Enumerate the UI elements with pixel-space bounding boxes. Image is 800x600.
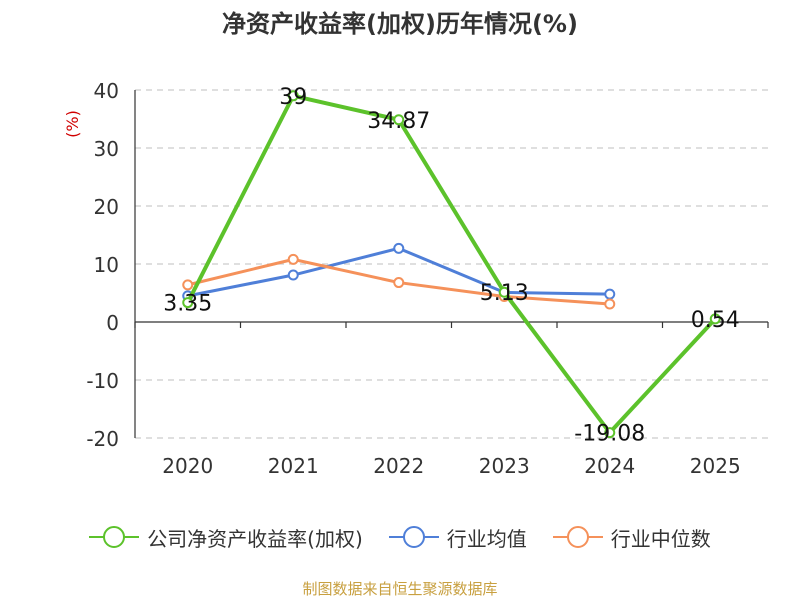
data-point — [287, 253, 299, 265]
x-tick-label: 2023 — [479, 454, 530, 478]
axes: 40 30 20 10 0 -10 -20 (%) 2020 2021 2022 2023 2024 20… — [63, 79, 769, 478]
data-label: 5.13 — [480, 281, 529, 306]
y-axis-label: (%) — [63, 110, 82, 138]
data-point — [498, 286, 510, 298]
y-tick-label: 0 — [106, 311, 119, 335]
legend-item-company[interactable]: 公司净资产收益率(加权) — [89, 523, 363, 552]
data-point — [604, 288, 616, 300]
source-note: 制图数据来自恒生聚源数据库 — [302, 580, 498, 598]
data-label: 34.87 — [367, 109, 430, 134]
y-tick-label: -20 — [86, 427, 119, 451]
data-labels: 3.35 39 34.87 5.13 -19.08 0.54 — [163, 85, 739, 447]
legend-label-industry-median: 行业中位数 — [610, 526, 711, 551]
x-tick-label: 2024 — [584, 454, 635, 478]
y-tick-label: -10 — [86, 369, 119, 393]
series-line-0 — [185, 93, 717, 435]
data-point — [393, 114, 405, 126]
data-point — [709, 313, 721, 325]
data-label: 0.54 — [691, 308, 740, 333]
data-point — [604, 427, 616, 439]
grid-lines — [135, 89, 768, 439]
series-line-1 — [187, 246, 610, 298]
data-point — [393, 242, 405, 254]
data-point — [604, 298, 616, 310]
x-tick-label: 2025 — [690, 454, 741, 478]
x-tick-label: 2021 — [268, 454, 319, 478]
legend-label-company: 公司净资产收益率(加权) — [147, 526, 363, 551]
y-tick-label: 20 — [94, 195, 119, 219]
series-lines — [182, 90, 721, 439]
legend-item-industry-median[interactable]: 行业中位数 — [552, 523, 711, 552]
x-tick-label: 2020 — [162, 454, 213, 478]
data-label: 39 — [279, 85, 307, 110]
chart-title: 净资产收益率(加权)历年情况(%) — [222, 10, 578, 38]
y-tick-label: 10 — [94, 253, 119, 277]
data-point — [182, 279, 194, 291]
data-point — [182, 297, 194, 309]
y-tick-label: 30 — [94, 137, 119, 161]
data-label: -19.08 — [574, 422, 645, 447]
data-point — [287, 269, 299, 281]
data-label: 3.35 — [163, 292, 212, 317]
legend-label-industry-mean: 行业均值 — [446, 526, 527, 551]
data-point — [287, 90, 299, 102]
legend-symbol-company — [89, 526, 140, 548]
legend-symbol-industry-median — [552, 526, 603, 548]
legend-symbol-industry-mean — [388, 526, 439, 548]
legend-item-industry-mean[interactable]: 行业均值 — [388, 523, 527, 552]
data-point — [393, 277, 405, 289]
y-tick-label: 40 — [94, 79, 119, 103]
legend: 公司净资产收益率(加权) 行业均值 行业中位数 — [0, 520, 800, 554]
x-tick-label: 2022 — [373, 454, 424, 478]
